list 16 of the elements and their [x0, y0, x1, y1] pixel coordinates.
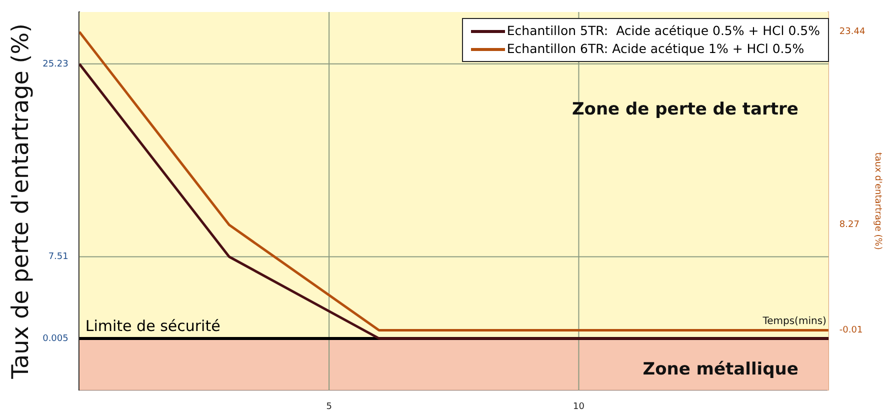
- x-tick-label: 10: [573, 402, 585, 412]
- band-label: Zone métallique: [642, 360, 798, 380]
- y-axis-title: Taux de perte d'entartrage (%): [8, 23, 34, 380]
- y-tick-label: 7.51: [48, 252, 68, 262]
- y-tick-label: 0.005: [42, 334, 68, 344]
- legend-label: Echantillon 6TR: Acide acétique 1% + HCl 0.5%: [506, 40, 804, 58]
- x-tick-label: 5: [326, 402, 332, 412]
- y2-tick-label: 8.27: [839, 220, 860, 230]
- y2-axis-title: taux d'entartrage (%): [872, 152, 882, 250]
- legend-label: Echantillon 5TR: Acide acétique 0.5% + HCl 0.5%: [506, 22, 820, 40]
- ref-line-label: Limite de sécurité: [85, 316, 220, 335]
- x-axis-title: Temps(mins): [762, 316, 827, 328]
- y-tick-label: 25.23: [42, 59, 68, 70]
- y2-tick-label: 23.44: [839, 27, 866, 38]
- y2-tick-label: -0.01: [839, 326, 863, 336]
- band-label: Zone de perte de tartre: [572, 99, 798, 120]
